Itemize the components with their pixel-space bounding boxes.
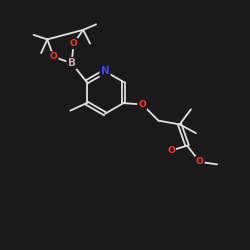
Text: N: N xyxy=(100,66,110,76)
Text: O: O xyxy=(167,146,175,155)
Text: O: O xyxy=(138,100,146,109)
Text: O: O xyxy=(50,52,58,61)
Text: B: B xyxy=(68,58,76,68)
Text: O: O xyxy=(196,158,203,166)
Text: O: O xyxy=(70,39,78,48)
